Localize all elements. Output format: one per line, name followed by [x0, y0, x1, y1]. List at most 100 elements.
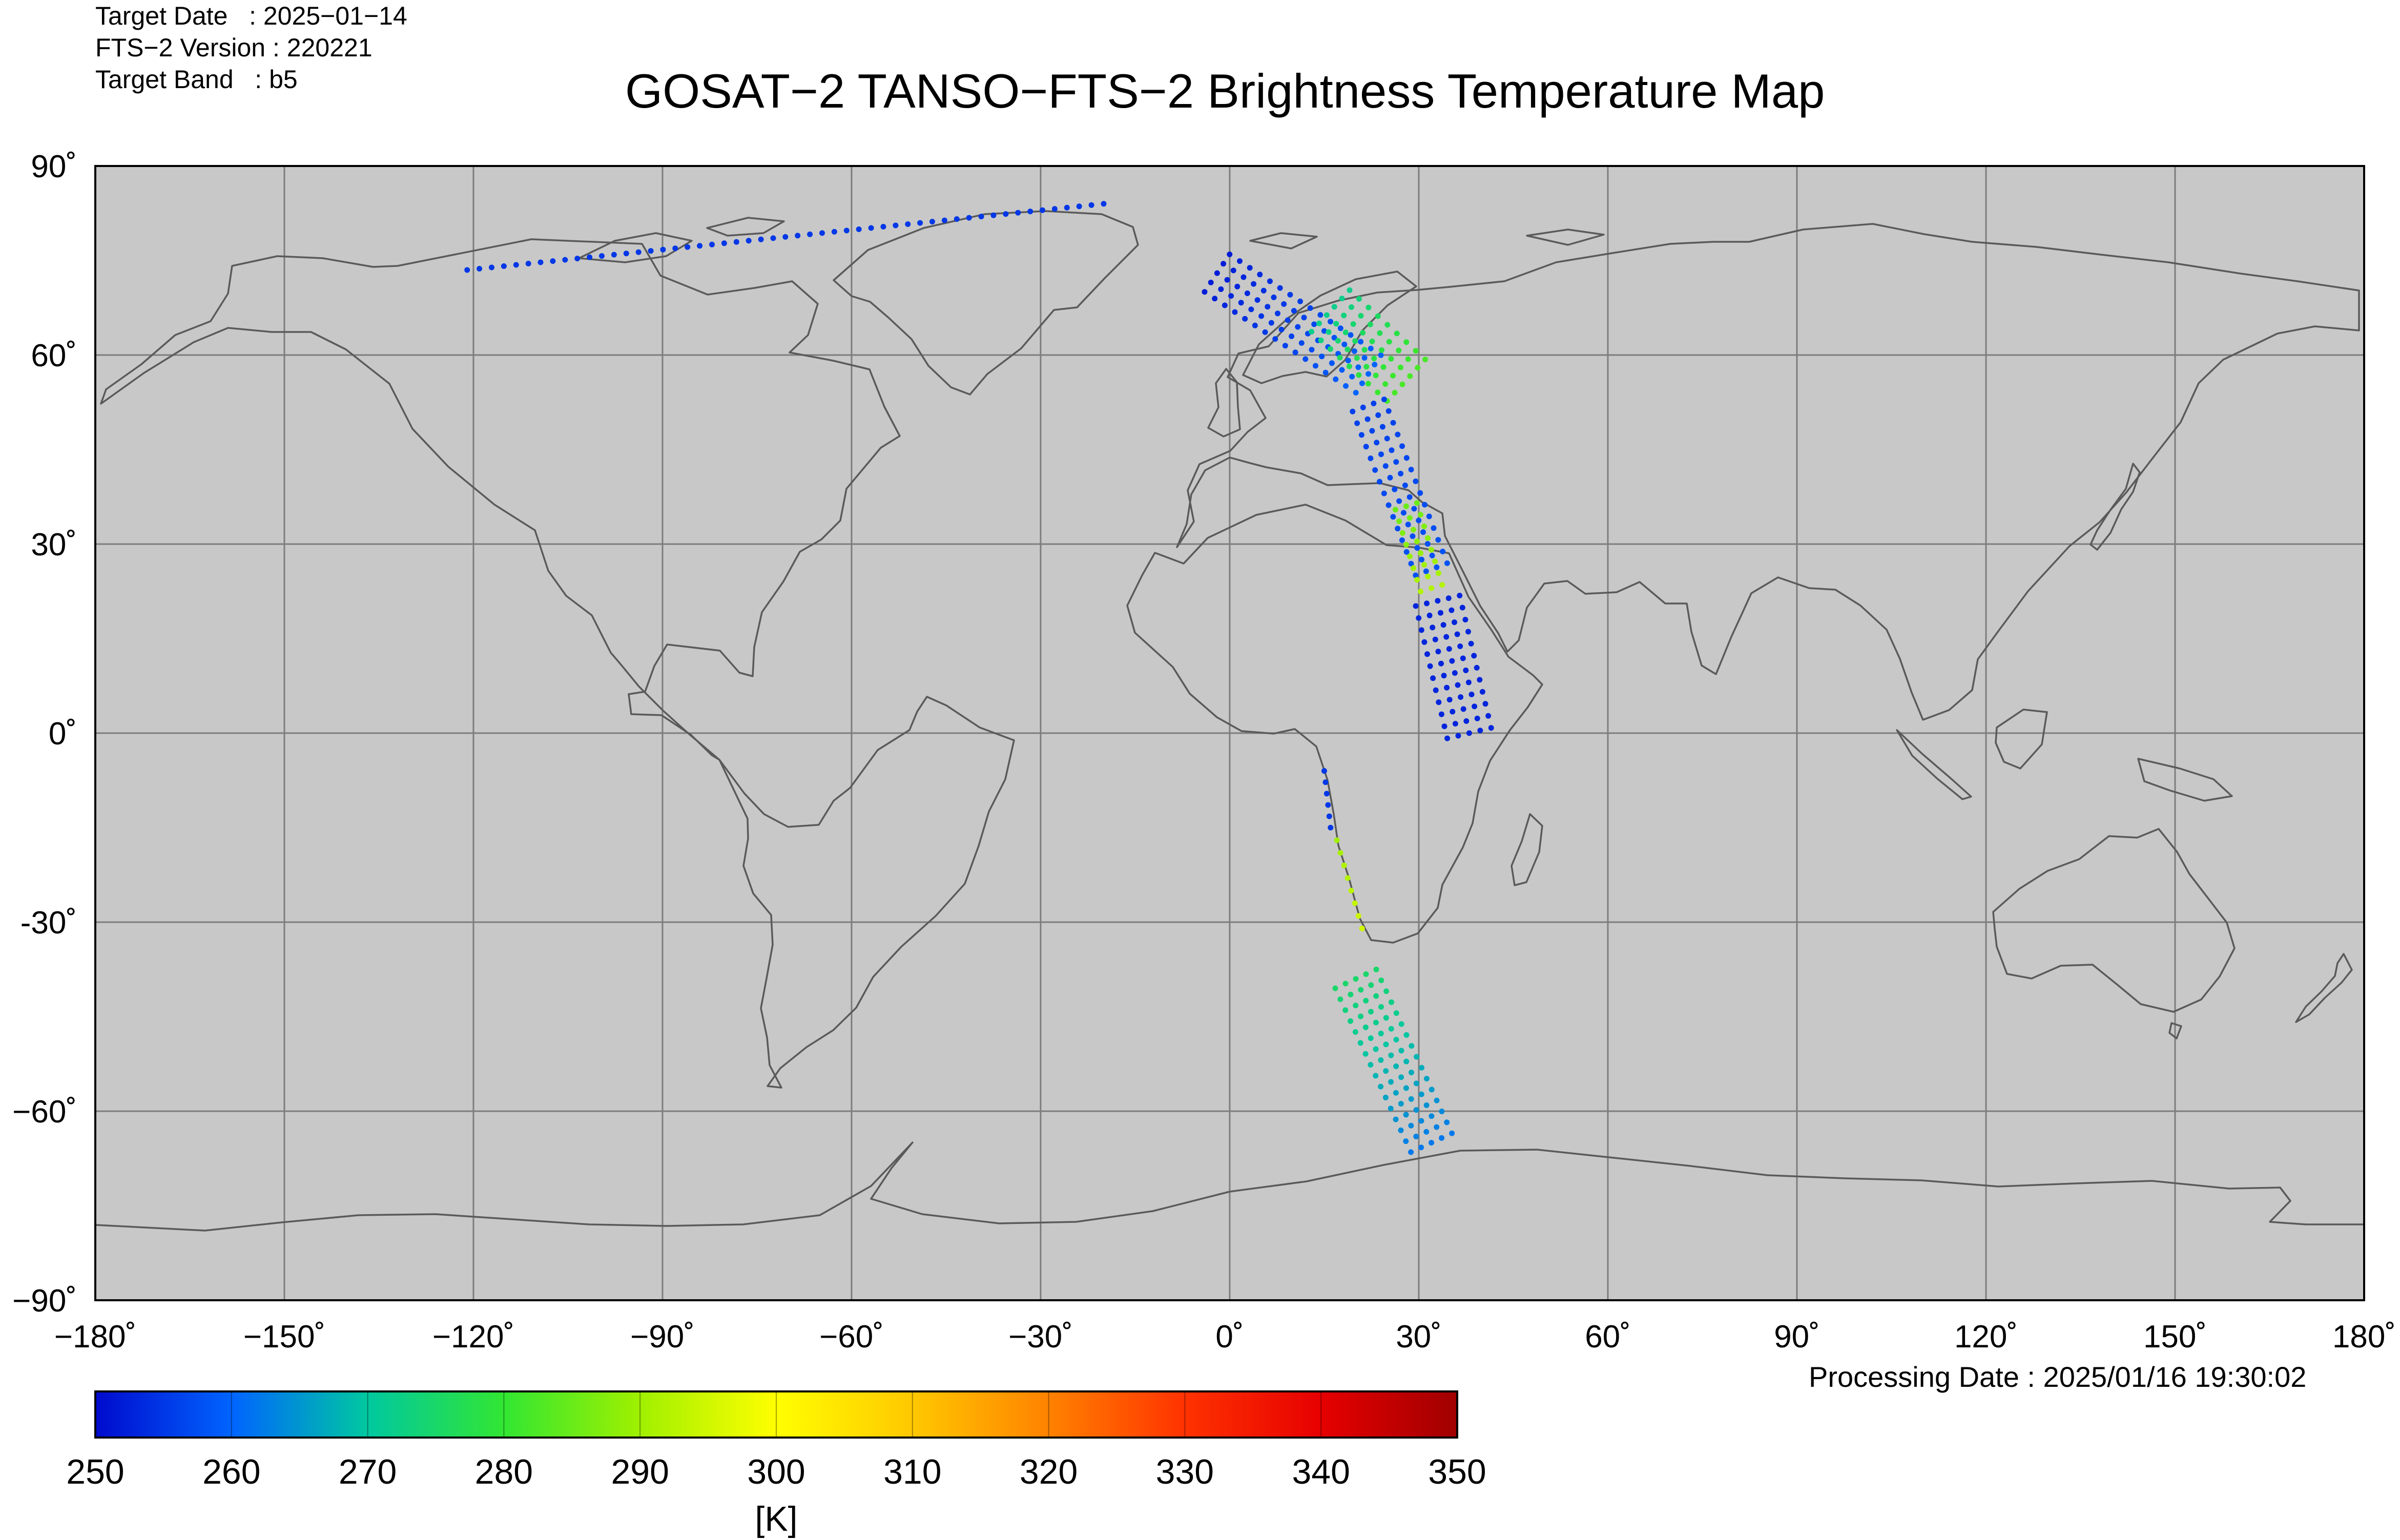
lon-tick-label: 150˚: [2143, 1319, 2207, 1355]
data-point: [1463, 668, 1469, 673]
data-point: [1382, 1094, 1389, 1100]
data-point: [1342, 981, 1349, 987]
data-point: [1378, 1004, 1384, 1010]
data-point: [1396, 498, 1402, 504]
data-point: [1337, 355, 1343, 361]
data-point: [1393, 1010, 1399, 1016]
data-point: [1351, 348, 1357, 354]
lat-tick-label: 30˚: [31, 527, 77, 563]
data-point: [1452, 721, 1458, 727]
coastline-australia: [1992, 828, 2236, 1013]
data-point: [1444, 684, 1450, 691]
data-point: [1414, 545, 1420, 551]
data-point: [1373, 1073, 1379, 1079]
data-point: [1348, 888, 1354, 893]
coastline-borneo: [1995, 709, 2048, 769]
data-point: [1396, 347, 1402, 353]
data-point: [1352, 1029, 1358, 1035]
data-point: [1323, 312, 1330, 318]
data-point: [1374, 440, 1380, 446]
data-point: [1414, 538, 1420, 545]
data-point: [1485, 713, 1492, 719]
data-point: [1443, 634, 1450, 640]
data-point: [1425, 535, 1431, 541]
data-point: [1413, 1080, 1419, 1087]
data-point: [1364, 416, 1371, 422]
data-point: [1365, 371, 1372, 377]
data-point: [1272, 336, 1278, 342]
data-point: [1242, 316, 1248, 322]
data-point: [1432, 636, 1438, 642]
data-point: [1433, 687, 1439, 693]
data-point: [1441, 723, 1447, 730]
data-point: [1388, 356, 1394, 362]
colorbar-tick-label: 340: [1292, 1452, 1350, 1491]
data-point: [1347, 287, 1353, 293]
data-point: [880, 224, 886, 230]
data-point: [1462, 617, 1468, 622]
data-point: [1438, 660, 1444, 667]
data-point: [1423, 1129, 1430, 1135]
data-point: [1302, 356, 1309, 362]
data-point: [1414, 500, 1420, 506]
data-point: [1248, 306, 1254, 313]
data-point: [1222, 302, 1228, 308]
data-point: [1319, 353, 1325, 360]
data-point: [905, 221, 911, 227]
data-point: [1383, 988, 1390, 994]
data-point: [1432, 558, 1438, 565]
coastline-madagascar: [1511, 813, 1543, 886]
data-point: [1363, 997, 1369, 1004]
data-point: [1278, 326, 1285, 332]
data-point: [1380, 364, 1387, 370]
data-point: [1287, 292, 1293, 298]
data-point: [1403, 1085, 1409, 1091]
data-point: [1344, 875, 1351, 881]
data-point: [1328, 319, 1334, 325]
data-point: [1392, 390, 1398, 396]
data-point: [1352, 900, 1358, 906]
data-point: [1435, 537, 1441, 543]
lon-tick-label: 60˚: [1585, 1319, 1631, 1355]
lon-tick-label: 180˚: [2332, 1319, 2396, 1355]
data-point: [1323, 790, 1330, 797]
data-point: [856, 226, 862, 232]
data-point: [1413, 348, 1419, 354]
data-point: [1415, 365, 1421, 371]
lon-tick-label: −120˚: [432, 1319, 514, 1355]
data-point: [1292, 349, 1298, 356]
version-label: FTS−2 Version : 220221: [95, 33, 373, 62]
data-point: [1267, 278, 1273, 284]
colorbar-labels: 250 260 270 280 290 300 310 320 330 340 350: [66, 1452, 1486, 1491]
data-point: [1389, 999, 1394, 1005]
data-point: [1244, 290, 1250, 296]
data-point: [1429, 1113, 1435, 1119]
data-point: [1420, 529, 1426, 535]
lat-tick-label: 60˚: [31, 338, 77, 373]
data-point: [1449, 607, 1455, 613]
data-point: [1434, 564, 1440, 570]
data-point: [1426, 513, 1432, 519]
data-point: [1015, 210, 1021, 216]
data-point: [1422, 502, 1427, 508]
data-point: [1101, 201, 1107, 207]
data-point: [1472, 703, 1478, 710]
data-point: [1230, 267, 1236, 274]
data-point: [1427, 663, 1433, 669]
data-point: [1465, 629, 1471, 635]
data-point: [1232, 309, 1238, 315]
processing-date-label: Processing Date : 2025/01/16 19:30:02: [1809, 1361, 2307, 1393]
data-point: [1384, 322, 1391, 328]
data-point: [1375, 313, 1381, 319]
latitude-ticks: 90˚ 60˚ 30˚ 0˚ -30˚ −60˚ −90˚: [12, 149, 77, 1319]
data-point: [1411, 565, 1416, 571]
data-point: [1358, 987, 1364, 993]
data-point: [954, 216, 960, 222]
data-point: [1363, 444, 1369, 450]
coastline-south-america: [718, 696, 1015, 1089]
data-point: [1040, 207, 1045, 213]
data-point: [1446, 697, 1453, 703]
data-point: [1258, 313, 1265, 319]
lon-tick-label: −30˚: [1008, 1319, 1073, 1355]
data-point: [1465, 679, 1472, 685]
